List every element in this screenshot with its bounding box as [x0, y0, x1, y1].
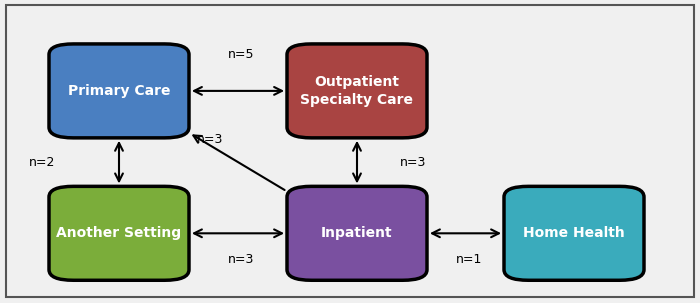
- Text: Primary Care: Primary Care: [68, 84, 170, 98]
- Text: Outpatient
Specialty Care: Outpatient Specialty Care: [300, 75, 414, 107]
- FancyBboxPatch shape: [287, 44, 427, 138]
- FancyBboxPatch shape: [49, 44, 189, 138]
- Text: n=5: n=5: [228, 48, 255, 61]
- FancyBboxPatch shape: [287, 186, 427, 280]
- Text: n=2: n=2: [29, 156, 55, 168]
- Text: Another Setting: Another Setting: [57, 226, 181, 240]
- Text: Home Health: Home Health: [523, 226, 625, 240]
- Text: n=1: n=1: [456, 253, 482, 265]
- Text: n=3: n=3: [400, 156, 426, 168]
- Text: n=3: n=3: [197, 133, 223, 146]
- Text: Inpatient: Inpatient: [321, 226, 393, 240]
- FancyBboxPatch shape: [504, 186, 644, 280]
- FancyBboxPatch shape: [49, 186, 189, 280]
- Text: n=3: n=3: [228, 253, 255, 265]
